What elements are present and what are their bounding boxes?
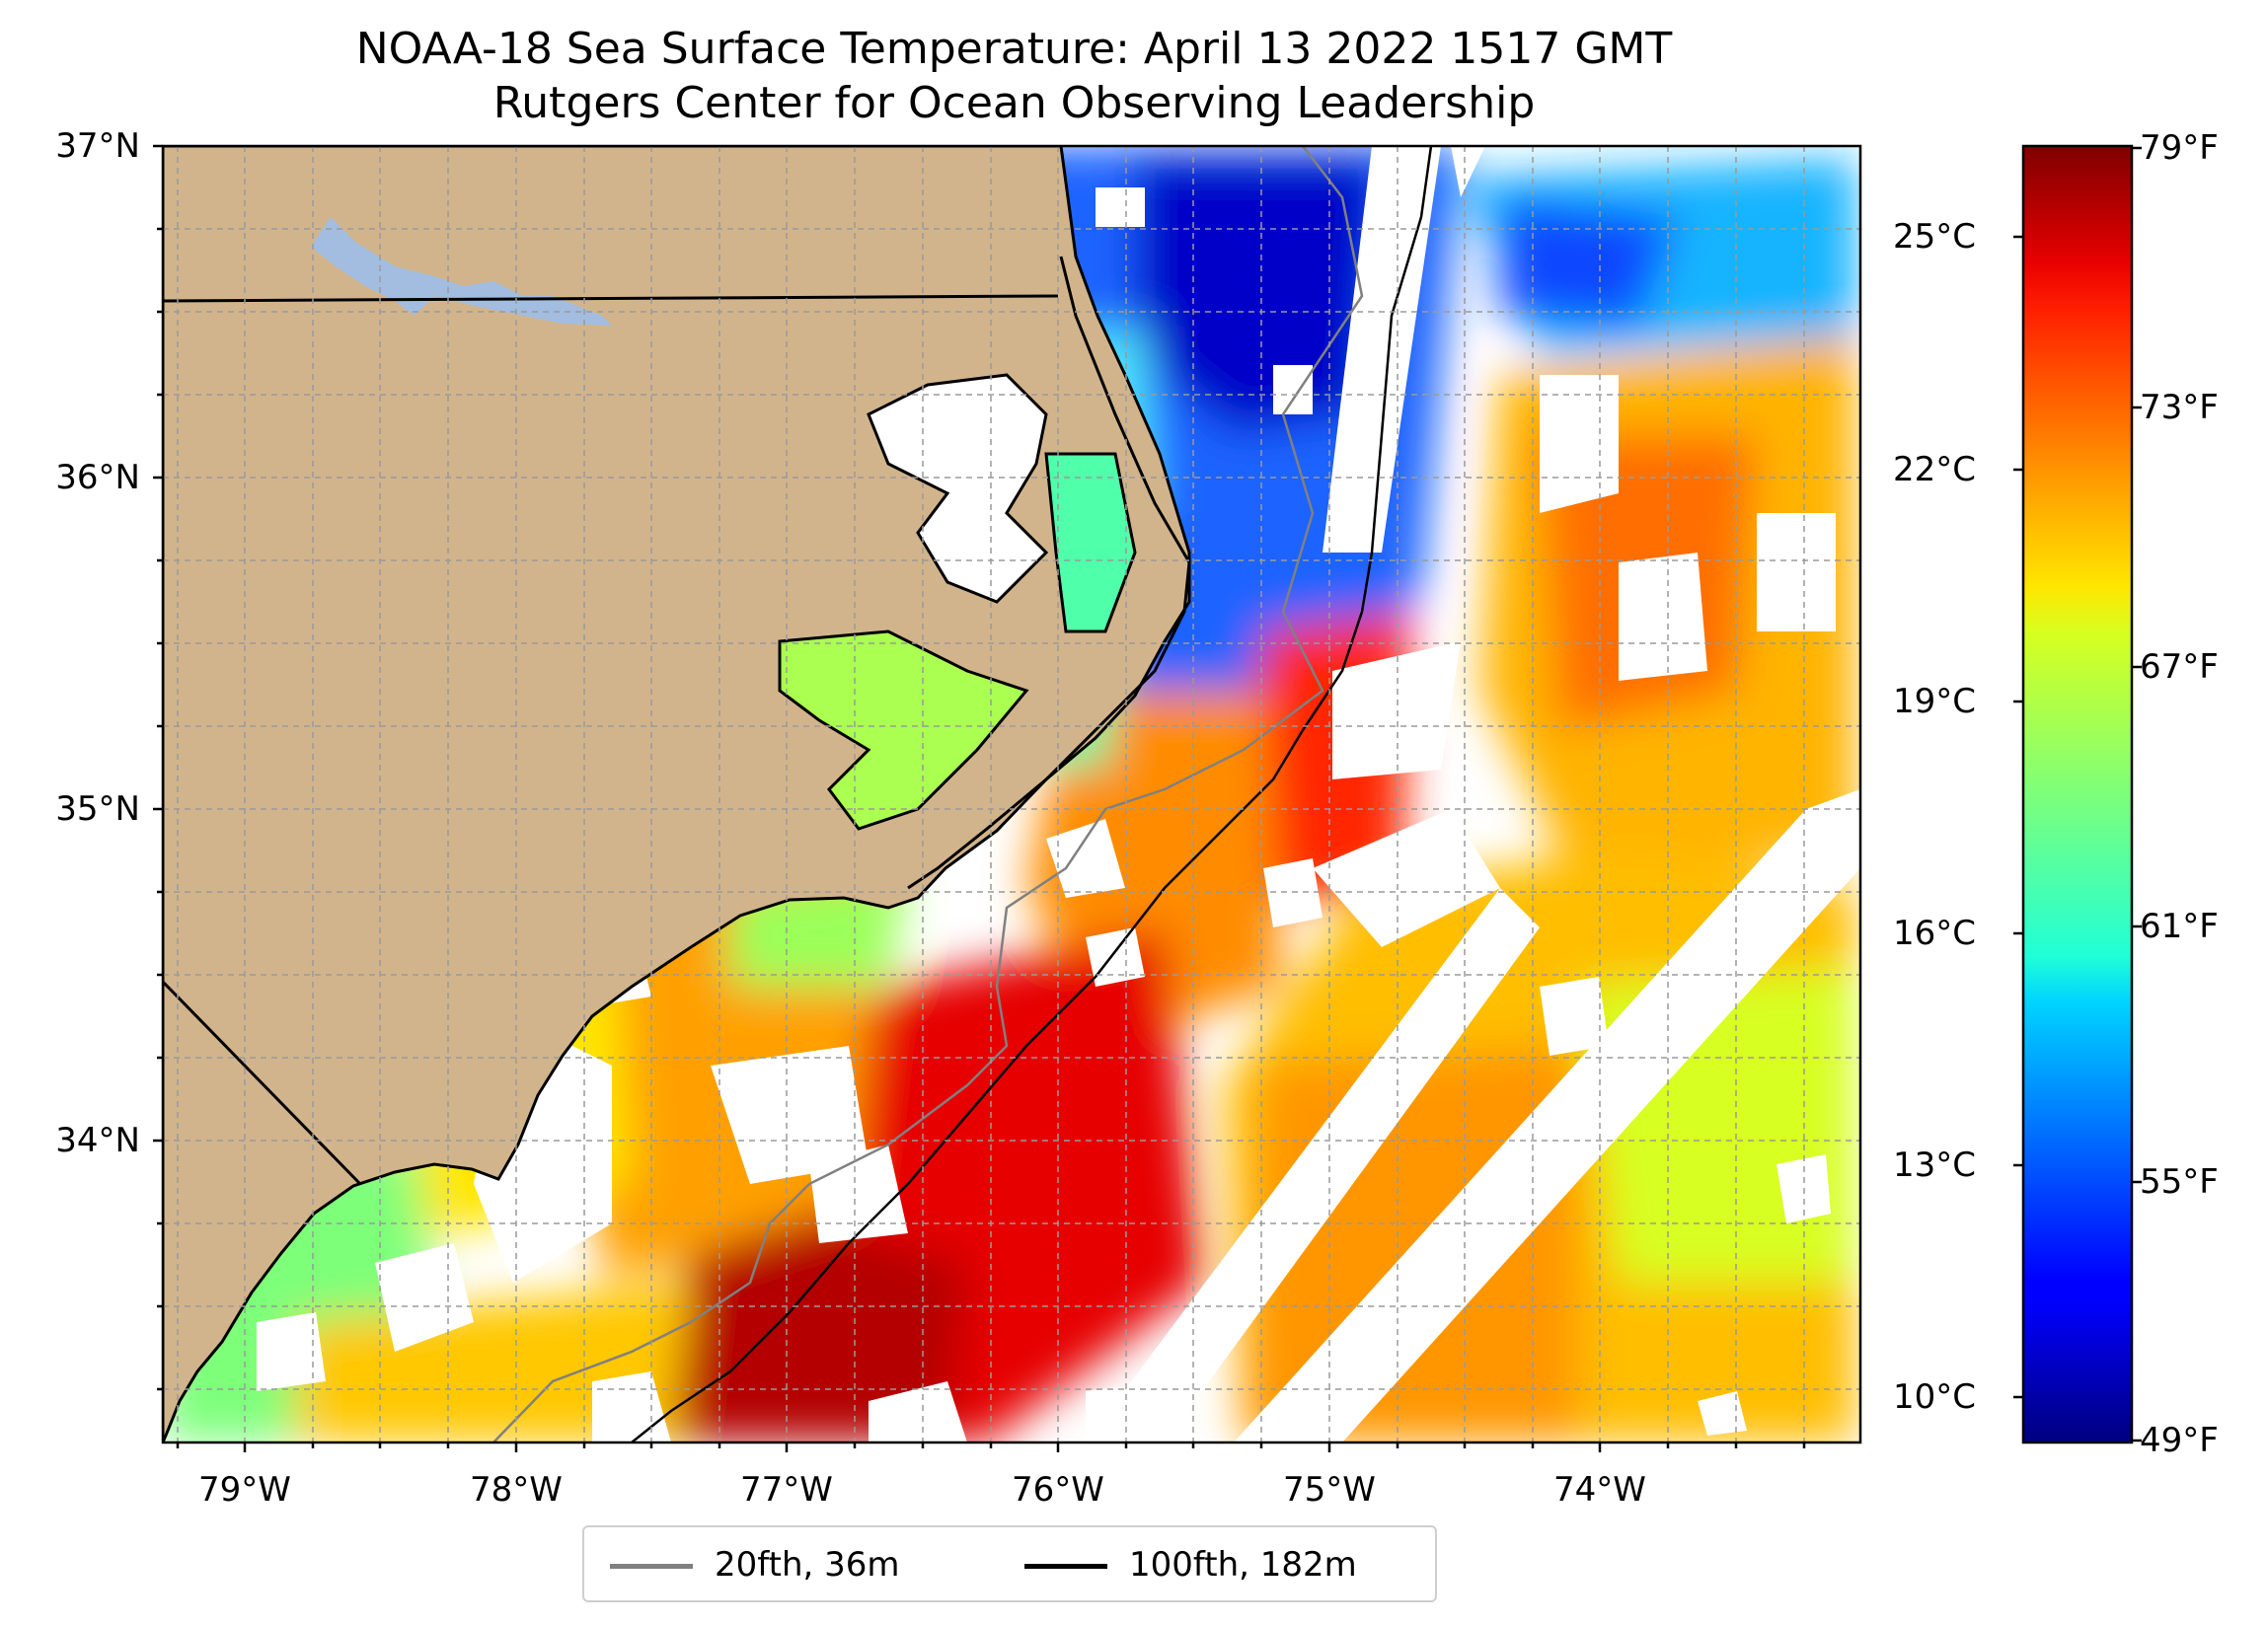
lat-label-34: 34°N (55, 1121, 140, 1160)
lat-label-36: 36°N (55, 458, 140, 497)
colorbar-f-55: 55°F (2140, 1162, 2219, 1202)
state-border-va-nc (163, 294, 1059, 303)
colorbar-f-67: 67°F (2140, 647, 2219, 687)
colorbar (2021, 144, 2134, 1444)
colorbar-ticks (2013, 146, 2142, 1442)
lon-label-74: 74°W (1553, 1470, 1646, 1510)
map-title: NOAA-18 Sea Surface Temperature: April 1… (355, 24, 1673, 74)
lat-label-37: 37°N (55, 126, 140, 166)
legend-label-20fth: 20fth, 36m (715, 1545, 900, 1585)
barrier-islands (907, 256, 1191, 890)
lon-label-75: 75°W (1283, 1470, 1376, 1510)
contour-100fth (631, 146, 1433, 1442)
colorbar-f-49: 49°F (2140, 1421, 2219, 1460)
map-frame (161, 144, 1862, 1444)
legend-swatch-100fth (1024, 1564, 1107, 1569)
colorbar-c-19: 19°C (1893, 682, 1977, 721)
lon-label-78: 78°W (470, 1470, 563, 1510)
colorbar-c-13: 13°C (1893, 1146, 1977, 1185)
state-border-nc-sc (163, 980, 362, 1186)
colorbar-f-61: 61°F (2140, 907, 2219, 946)
legend-label-100fth: 100fth, 182m (1129, 1545, 1357, 1585)
lat-label-35: 35°N (55, 789, 140, 829)
colorbar-c-16: 16°C (1893, 914, 1977, 953)
colorbar-c-10: 10°C (1893, 1377, 1977, 1417)
pamlico-sound (778, 629, 1029, 831)
colorbar-c-25: 25°C (1893, 217, 1977, 257)
colorbar-c-22: 22°C (1893, 450, 1977, 489)
legend-swatch-20fth (610, 1564, 693, 1569)
map-subtitle: Rutgers Center for Ocean Observing Leade… (492, 78, 1536, 128)
lat-ticks (153, 144, 163, 1391)
colorbar-f-79: 79°F (2140, 128, 2219, 168)
colorbar-f-73: 73°F (2140, 388, 2219, 427)
contour-20fth (492, 146, 1364, 1442)
contour-legend: 20fth, 36m 100fth, 182m (582, 1525, 1437, 1602)
lon-label-76: 76°W (1012, 1470, 1104, 1510)
lon-label-79: 79°W (198, 1470, 291, 1510)
gridlines (163, 146, 1860, 1442)
lon-label-77: 77°W (740, 1470, 833, 1510)
lon-ticks (176, 1442, 1806, 1452)
currituck-sound (1044, 452, 1137, 633)
cloud-gaps (257, 146, 1860, 1442)
albemarle-sound (867, 373, 1049, 604)
